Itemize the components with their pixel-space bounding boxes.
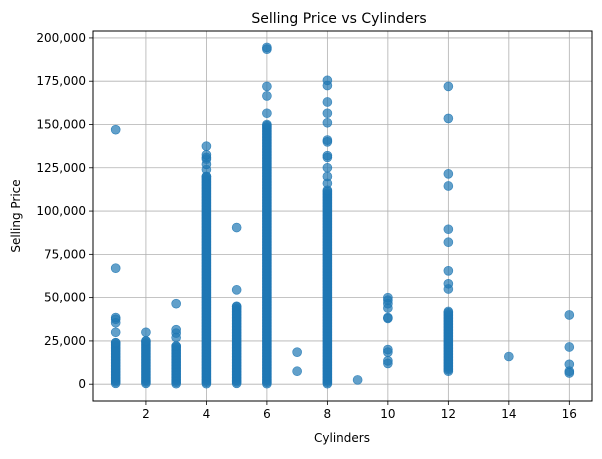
data-point bbox=[110, 263, 121, 274]
data-point bbox=[231, 285, 242, 295]
data-point bbox=[504, 351, 514, 362]
plot-frame bbox=[92, 30, 593, 402]
data-point bbox=[171, 341, 181, 351]
data-point bbox=[262, 108, 272, 119]
data-point bbox=[443, 306, 454, 317]
data-point bbox=[262, 42, 272, 53]
data-point bbox=[201, 141, 212, 151]
data-point bbox=[383, 312, 393, 323]
data-point bbox=[141, 336, 151, 346]
y-tick-label: 100,000 bbox=[36, 204, 86, 218]
data-point bbox=[171, 324, 181, 335]
data-point bbox=[443, 169, 454, 179]
data-point bbox=[322, 108, 333, 119]
y-axis-label: Selling Price bbox=[9, 179, 23, 252]
x-tick-label: 10 bbox=[380, 407, 395, 421]
data-point bbox=[443, 81, 454, 92]
x-tick-label: 16 bbox=[562, 407, 577, 421]
chart-title: Selling Price vs Cylinders bbox=[251, 11, 426, 27]
grid bbox=[93, 31, 592, 401]
data-point bbox=[443, 278, 454, 289]
x-tick-label: 8 bbox=[324, 407, 332, 421]
data-point bbox=[443, 265, 454, 276]
y-tick-label: 75,000 bbox=[44, 247, 86, 261]
data-point bbox=[231, 222, 242, 233]
data-point bbox=[443, 237, 454, 248]
data-point bbox=[322, 97, 333, 107]
data-point bbox=[110, 327, 121, 338]
y-tick-label: 125,000 bbox=[36, 161, 86, 175]
y-tick-label: 0 bbox=[78, 377, 86, 391]
data-point bbox=[564, 359, 575, 370]
data-point bbox=[201, 149, 212, 160]
x-tick-label: 6 bbox=[263, 407, 271, 421]
axis-ticks: 2 4 6 8 10 12 14 16 0 25,000 50,000 75,000 100,000 12… bbox=[36, 31, 577, 421]
data-point bbox=[262, 91, 272, 101]
y-tick-label: 50,000 bbox=[44, 291, 86, 305]
data-point bbox=[231, 301, 242, 312]
y-tick-label: 200,000 bbox=[36, 31, 86, 45]
data-point bbox=[262, 81, 272, 92]
data-point bbox=[322, 171, 333, 182]
data-point bbox=[110, 124, 121, 135]
data-point bbox=[110, 337, 121, 348]
data-point bbox=[322, 117, 333, 128]
data-point bbox=[141, 327, 151, 338]
data-point bbox=[564, 310, 575, 320]
x-tick-label: 12 bbox=[441, 407, 456, 421]
data-point bbox=[110, 312, 121, 323]
data-point bbox=[564, 342, 575, 352]
data-point bbox=[443, 113, 454, 124]
data-point bbox=[383, 344, 393, 355]
data-point bbox=[322, 162, 333, 173]
data-point bbox=[292, 347, 302, 357]
y-tick-label: 175,000 bbox=[36, 74, 86, 88]
data-point bbox=[383, 356, 393, 366]
data-point bbox=[171, 298, 181, 309]
y-tick-label: 25,000 bbox=[44, 334, 86, 348]
x-tick-label: 4 bbox=[203, 407, 211, 421]
data-point bbox=[292, 366, 302, 377]
x-axis-label: Cylinders bbox=[314, 431, 370, 445]
data-point bbox=[322, 75, 333, 86]
data-point bbox=[443, 181, 454, 191]
y-tick-label: 150,000 bbox=[36, 117, 86, 131]
data-point bbox=[383, 292, 393, 303]
x-tick-label: 14 bbox=[501, 407, 516, 421]
data-point bbox=[352, 375, 363, 385]
data-point bbox=[322, 135, 333, 145]
data-point bbox=[262, 119, 272, 130]
data-point bbox=[443, 224, 454, 235]
data-point bbox=[322, 150, 333, 161]
x-tick-label: 2 bbox=[142, 407, 150, 421]
data-points bbox=[110, 42, 575, 389]
